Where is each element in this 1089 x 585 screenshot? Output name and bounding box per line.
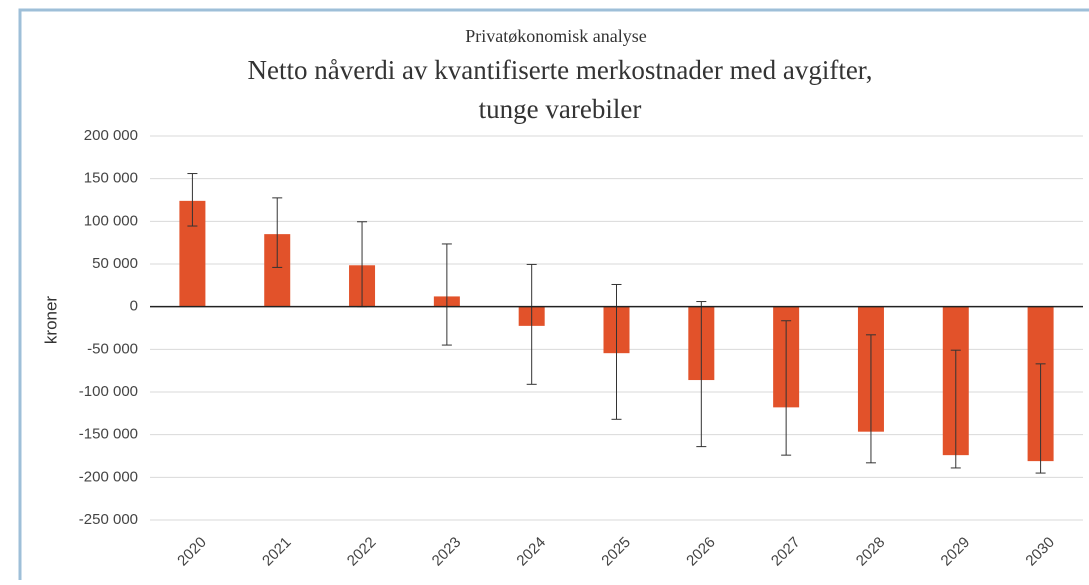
y-tick-label: 50 000 [92,255,138,272]
error-bar [865,334,876,464]
y-tick-label: 0 [130,298,138,315]
error-bar [1035,363,1046,474]
error-bar [187,173,198,227]
error-bar [696,301,707,448]
chart-subtitle: Privatøkonomisk analyse [465,26,646,46]
y-tick-label: 200 000 [84,127,138,144]
error-bar [950,349,961,469]
y-tick-label: -200 000 [79,468,138,485]
error-bar [781,320,792,456]
y-tick-label: -100 000 [79,383,138,400]
error-bar [526,263,537,385]
error-bar [441,243,452,346]
chart-title: tunge varebiler [479,94,642,124]
y-tick-label: 150 000 [84,170,138,187]
chart-title: Netto nåverdi av kvantifiserte merkostna… [248,55,873,85]
y-tick-label: -50 000 [87,340,138,357]
y-tick-label: -150 000 [79,426,138,443]
y-axis-label: kroner [41,296,60,345]
error-bar [272,197,283,268]
y-tick-label: 100 000 [84,212,138,229]
y-tick-label: -250 000 [79,511,138,528]
